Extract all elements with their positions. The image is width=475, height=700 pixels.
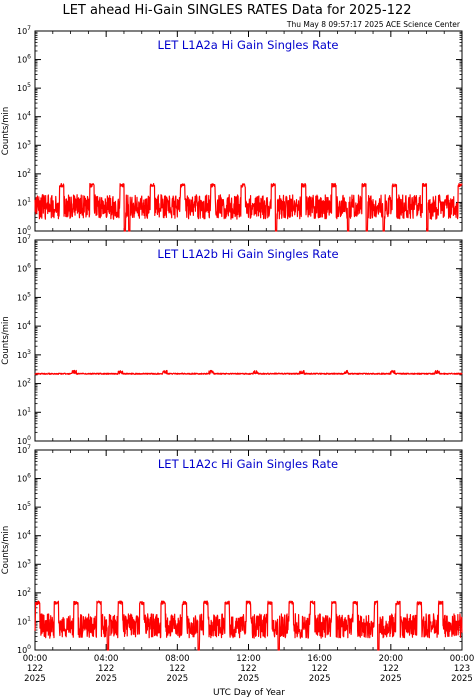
y-tick-label: 103	[17, 349, 31, 360]
y-tick-label: 102	[17, 168, 31, 179]
series-line	[34, 600, 463, 651]
x-tick-year: 2025	[451, 674, 473, 684]
y-tick-label: 104	[17, 111, 31, 122]
y-tick-label: 102	[17, 378, 31, 389]
timestamp: Thu May 8 09:57:17 2025 ACE Science Cent…	[286, 20, 461, 29]
y-tick-label: 105	[17, 501, 31, 512]
y-axis-label: Counts/min	[1, 316, 11, 365]
x-tick-doy: 123	[454, 664, 470, 674]
panel-title: LET L1A2c Hi Gain Singles Rate	[158, 457, 338, 471]
y-axis-label: Counts/min	[1, 107, 11, 156]
series-line	[34, 182, 463, 232]
y-tick-label: 100	[17, 225, 31, 236]
x-tick-time: 12:00	[236, 654, 261, 664]
x-tick-doy: 122	[169, 664, 185, 674]
x-tick-year: 2025	[309, 674, 331, 684]
x-tick-doy: 122	[240, 664, 256, 674]
y-tick-label: 101	[17, 196, 31, 207]
x-tick-year: 2025	[95, 674, 117, 684]
x-tick-year: 2025	[238, 674, 260, 684]
y-tick-label: 101	[17, 406, 31, 417]
y-tick-label: 103	[17, 139, 31, 150]
x-tick-doy: 122	[27, 664, 43, 674]
y-tick-label: 103	[17, 558, 31, 569]
panel-title: LET L1A2a Hi Gain Singles Rate	[158, 38, 339, 52]
y-tick-label: 104	[17, 320, 31, 331]
panel-title: LET L1A2b Hi Gain Singles Rate	[157, 247, 338, 261]
y-tick-label: 107	[17, 234, 31, 245]
y-tick-label: 102	[17, 587, 31, 598]
x-tick-year: 2025	[24, 674, 46, 684]
panel-3: 100 101 102 103 104 105 106 107 LET L1A2c Hi Gai…	[1, 444, 463, 655]
panel-1: 100 101 102 103 104 105 106 107 LET L1A2a Hi Gai…	[1, 25, 463, 236]
x-tick-time: 00:00	[23, 654, 48, 664]
y-tick-label: 106	[17, 473, 31, 484]
y-tick-label: 105	[17, 291, 31, 302]
x-tick-year: 2025	[380, 674, 402, 684]
x-tick-time: 20:00	[379, 654, 404, 664]
y-axis-label: Counts/min	[1, 526, 11, 575]
panels: 100 101 102 103 104 105 106 107 LET L1A2a Hi Gai…	[1, 25, 463, 655]
x-tick-doy: 122	[383, 664, 399, 674]
panel-2: 100 101 102 103 104 105 106 107 LET L1A2b Hi Gai…	[1, 234, 463, 446]
plot-frame	[34, 449, 463, 651]
y-tick-label: 106	[17, 263, 31, 274]
x-tick-time: 04:00	[94, 654, 119, 664]
y-tick-label: 106	[17, 54, 31, 65]
y-tick-label: 107	[17, 25, 31, 36]
x-tick-time: 08:00	[165, 654, 190, 664]
y-tick-label: 100	[17, 435, 31, 446]
plot-frame	[34, 239, 463, 442]
page-title: LET ahead Hi-Gain SINGLES RATES Data for…	[62, 3, 411, 18]
x-tick-time: 00:00	[450, 654, 475, 664]
y-tick-label: 105	[17, 82, 31, 93]
y-tick-label: 107	[17, 444, 31, 455]
series-line	[34, 369, 463, 375]
y-tick-label: 101	[17, 615, 31, 626]
y-tick-label: 104	[17, 530, 31, 541]
x-tick-year: 2025	[167, 674, 189, 684]
y-tick-label: 100	[17, 644, 31, 655]
x-axis-label: UTC Day of Year	[213, 688, 285, 698]
x-tick-doy: 122	[98, 664, 114, 674]
x-tick-time: 16:00	[307, 654, 332, 664]
x-axis: 00:00122202504:00122202508:00122202512:0…	[23, 654, 475, 684]
x-tick-doy: 122	[312, 664, 328, 674]
